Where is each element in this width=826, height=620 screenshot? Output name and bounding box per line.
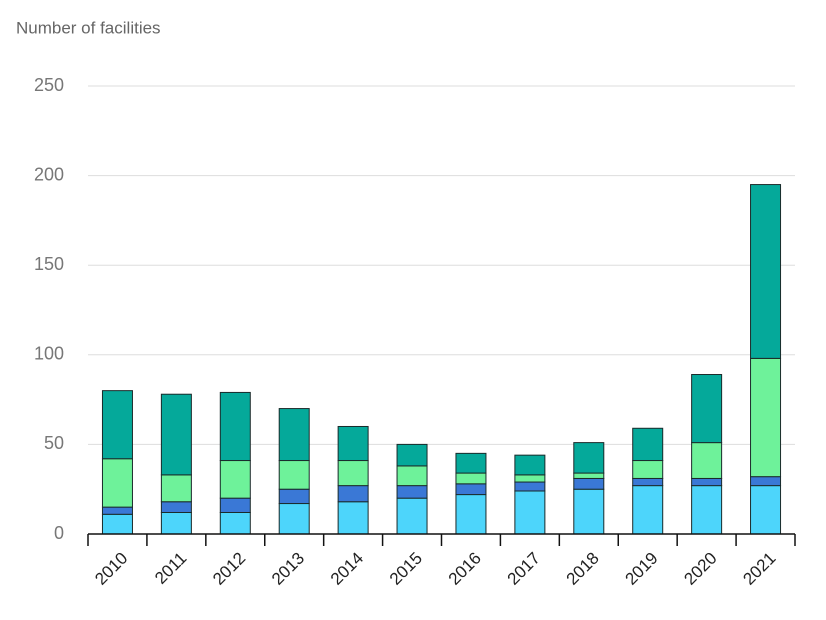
bar-segment	[101, 506, 133, 515]
y-tick-label: 50	[44, 433, 64, 453]
x-tick-label: 2010	[91, 549, 131, 589]
x-tick-label: 2015	[386, 549, 426, 589]
bar-segment	[101, 458, 133, 508]
bar-segment	[691, 442, 723, 479]
bar-segment	[278, 503, 310, 535]
bar-segment	[573, 477, 605, 490]
bar-segment	[219, 511, 251, 535]
bar-segment	[160, 501, 192, 513]
bar-segment	[160, 393, 192, 476]
x-tick-label: 2012	[209, 549, 249, 589]
bar-segment	[396, 497, 428, 535]
bar-segment	[396, 443, 428, 467]
bar-segment	[750, 485, 782, 535]
bar-segment	[632, 485, 664, 535]
bar-segment	[632, 427, 664, 462]
bar-segment	[337, 501, 369, 535]
bar-segment	[278, 460, 310, 490]
bar-segment	[101, 390, 133, 460]
bar-segment	[632, 460, 664, 479]
bar-segment	[337, 485, 369, 503]
bar-segment	[573, 488, 605, 535]
x-tick-label: 2021	[739, 549, 779, 589]
x-tick-label: 2020	[680, 549, 720, 589]
y-tick-label: 100	[34, 344, 64, 364]
bar-segment	[396, 485, 428, 499]
bar-segment	[219, 497, 251, 513]
bar-segment	[455, 483, 487, 496]
bar-segment	[455, 452, 487, 474]
x-tick-label: 2014	[327, 549, 367, 589]
y-tick-label: 0	[54, 523, 64, 543]
y-tick-label: 200	[34, 164, 64, 184]
bar-segment	[455, 472, 487, 485]
bar-segment	[337, 425, 369, 462]
bar-segment	[750, 184, 782, 359]
bar-segment	[219, 460, 251, 499]
bar-segment	[514, 474, 546, 483]
x-tick-label: 2018	[563, 549, 603, 589]
bar-segment	[219, 391, 251, 462]
x-tick-label: 2016	[445, 549, 485, 589]
bar-segment	[750, 357, 782, 478]
bar-segment	[278, 408, 310, 462]
bar-segment	[750, 476, 782, 487]
chart-title: Number of facilities	[16, 18, 161, 37]
x-tick-label: 2013	[268, 549, 308, 589]
bar-segment	[514, 454, 546, 476]
x-tick-label: 2011	[151, 549, 190, 588]
bar-segment	[632, 477, 664, 487]
x-tick-label: 2019	[622, 549, 662, 589]
y-tick-label: 250	[34, 75, 64, 95]
bar-segment	[514, 481, 546, 492]
bar-segment	[160, 474, 192, 503]
bar-segment	[573, 472, 605, 479]
bar-segment	[278, 488, 310, 505]
bar-segment	[573, 442, 605, 474]
bar-segment	[691, 485, 723, 535]
bar-segment	[691, 477, 723, 487]
bar-segment	[514, 490, 546, 535]
x-tick-label: 2017	[504, 549, 544, 589]
bar-segment	[101, 513, 133, 535]
bar-segment	[337, 460, 369, 487]
bar-segment	[396, 465, 428, 487]
bar-segment	[455, 494, 487, 535]
y-tick-label: 150	[34, 254, 64, 274]
bar-segment	[160, 511, 192, 535]
bar-segment	[691, 374, 723, 444]
